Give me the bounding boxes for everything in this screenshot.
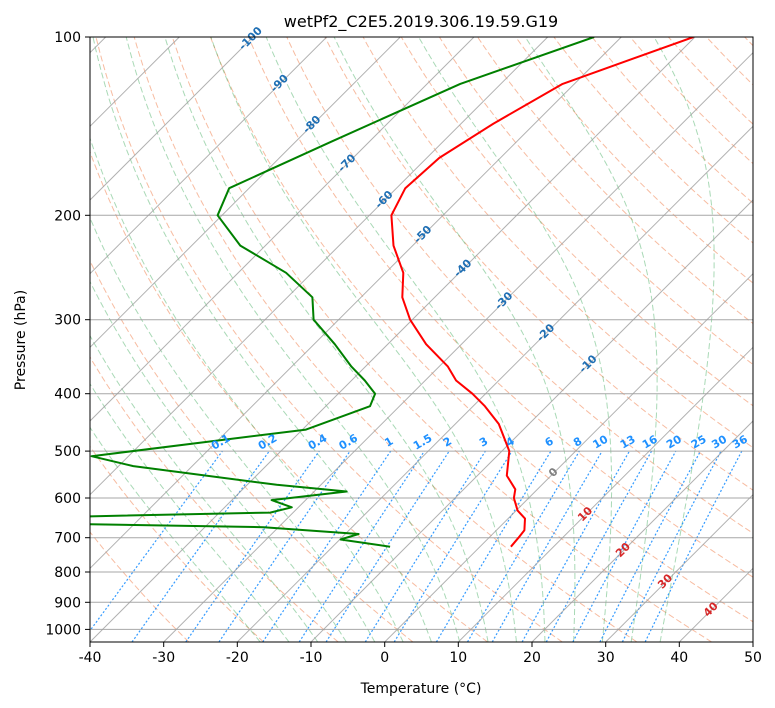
y-tick-label: 700 [54,531,81,547]
y-tick-label: 600 [54,491,81,507]
isotherm-line [236,125,753,642]
isotherm-line [605,493,753,642]
isotherm-line [90,37,622,570]
moist-adiabat-line [90,334,319,642]
x-axis-ticks: -40 -30 -20 -10 0 10 20 30 40 50 [79,642,762,666]
x-tick-label: 20 [523,650,541,666]
temperature-profile-line [390,37,694,548]
dry-adiabat-line [629,37,753,165]
mixing-ratio-line [90,450,223,632]
isotherm-line [90,37,475,422]
mixing-ratio-line [393,450,513,642]
moist-adiabat-line [164,37,489,642]
moist-adiabat-line [90,382,290,642]
isotherm-line [457,346,753,642]
x-tick-label: 30 [597,650,615,666]
isotherm-line [90,37,328,275]
moist-adiabat-line [90,280,347,642]
isotherm-line [531,420,753,642]
dry-adiabat-line [90,356,339,642]
mixing-ratio-line [262,450,392,642]
grid-lines [90,37,753,642]
moist-adiabat-line [125,37,461,642]
y-tick-label: 200 [54,208,81,224]
mixing-ratio-line [185,450,320,642]
mixing-ratio-line [218,450,351,642]
dry-adiabat-line [553,37,753,244]
background-lines [90,37,753,642]
mixing-ratio-line [644,450,743,642]
mixing-ratio-line [572,450,677,642]
x-tick-label: -40 [79,650,102,666]
x-tick-label: 50 [744,650,762,666]
isotherm-line [163,51,753,642]
x-tick-label: -10 [300,650,323,666]
y-tick-label: 500 [54,444,81,460]
moist-adiabat-line [90,216,376,642]
moist-adiabat-line [90,426,261,642]
dry-adiabat-line [324,37,753,491]
isotherm-line [90,37,254,201]
y-tick-label: 400 [54,387,81,403]
dry-adiabat-line [133,37,638,642]
dry-adiabat-line [400,37,753,407]
moist-adiabat-line [210,37,517,642]
dry-adiabat-line [95,37,563,642]
x-tick-label: 0 [380,650,389,666]
dry-adiabat-line [210,37,753,623]
moist-adiabat-line [653,37,715,642]
y-tick-label: 1000 [45,622,81,638]
moist-adiabat-line [333,37,576,642]
x-axis-label: Temperature (°C) [360,681,482,697]
plot-frame [89,36,754,643]
dry-adiabat-line [90,150,488,642]
isotherm-line [384,272,753,642]
dewpoint-profile-line [90,37,595,548]
y-tick-label: 100 [54,30,81,46]
isotherm-line [310,199,753,642]
dry-adiabat-line [438,37,753,366]
dry-adiabat-line [591,37,753,204]
x-tick-label: 10 [449,650,467,666]
dry-adiabat-line [90,259,414,642]
mixing-ratio-line [621,450,722,642]
x-tick-label: -30 [152,650,175,666]
mixing-ratio-line [298,450,425,642]
dry-adiabat-line [477,37,753,325]
mixing-ratio-line [325,450,450,642]
mixing-ratio-line [545,450,653,642]
y-tick-label: 300 [54,313,81,329]
moist-adiabat-line [92,37,432,642]
chart-title: wetPf2_C2E5.2019.306.19.59.G19 [284,12,558,32]
dry-adiabat-line [248,37,753,578]
moist-adiabat-line [418,37,613,642]
isotherm-line [90,37,696,642]
isotherm-line [90,37,401,349]
dry-adiabat-line [90,531,190,642]
y-tick-label: 900 [54,595,81,611]
moist-adiabat-line [524,37,658,642]
y-axis-ticks: 100 200 300 400 500 600 700 800 900 1000 [45,30,90,638]
y-axis-label: Pressure (hPa) [13,290,29,390]
y-tick-label: 800 [54,565,81,581]
dry-adiabat-line [515,37,753,284]
isotherm-line [90,37,549,496]
x-tick-label: -20 [226,650,249,666]
profiles [90,37,694,548]
x-tick-label: 40 [670,650,688,666]
moist-adiabat-line [265,37,546,642]
mixing-ratio-line [521,450,631,642]
